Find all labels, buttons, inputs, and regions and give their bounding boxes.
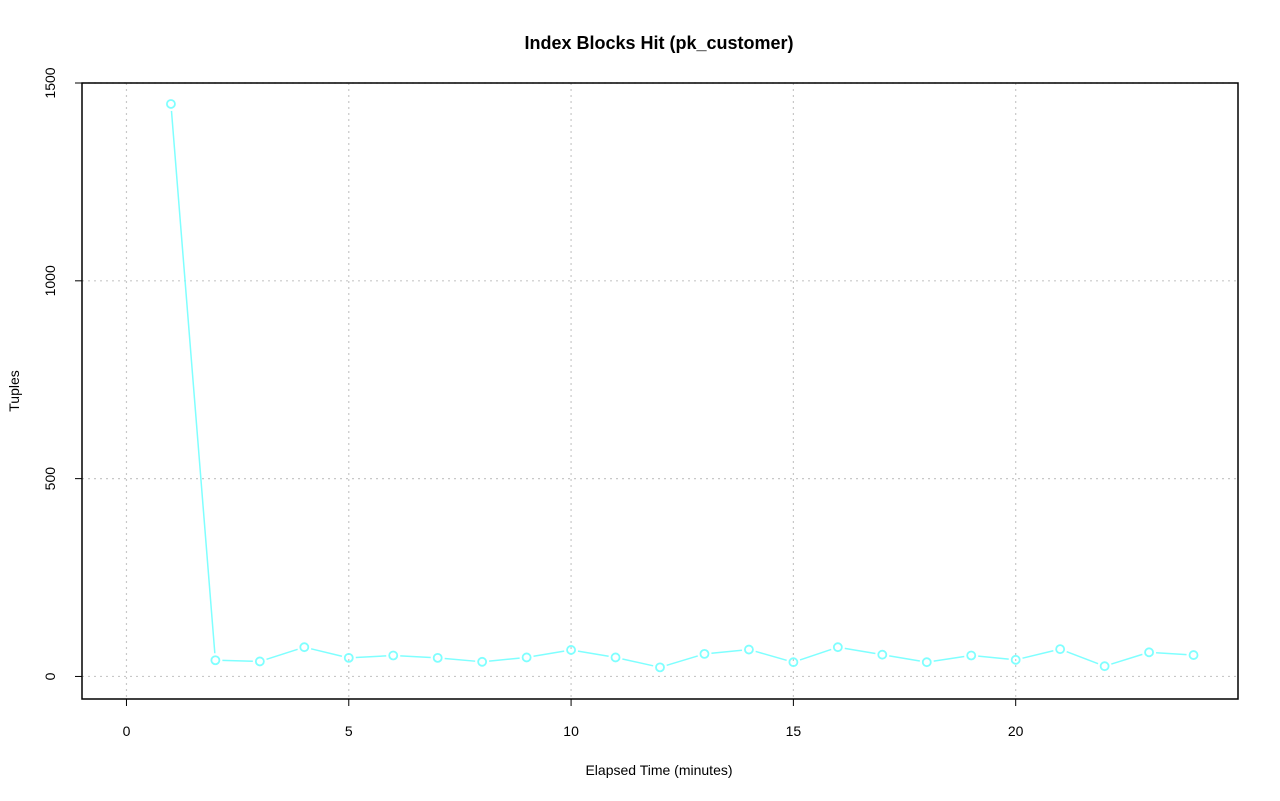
- data-point: [832, 642, 843, 653]
- data-point: [1099, 661, 1110, 672]
- series-line-segment: [799, 648, 832, 661]
- series-line-segment: [1066, 650, 1099, 665]
- series-line-segment: [622, 658, 654, 667]
- data-point: [566, 645, 576, 655]
- axes: 0 5 10 15 20 0 500 1000 1500: [42, 67, 1024, 739]
- series-line-segment: [1156, 652, 1187, 656]
- series-line-segment: [978, 655, 1009, 660]
- x-tick-label: 5: [345, 723, 353, 739]
- series-line-segment: [711, 649, 743, 654]
- data-point: [921, 657, 932, 668]
- series-line-segment: [1111, 653, 1143, 665]
- data-point: [1144, 647, 1154, 658]
- x-tick-label: 10: [563, 723, 579, 739]
- y-tick-label: 500: [42, 467, 58, 491]
- data-point: [432, 652, 443, 663]
- y-tick-label: 1500: [42, 67, 58, 98]
- series-line-segment: [266, 648, 298, 660]
- series-line-segment: [889, 655, 920, 662]
- grid-lines: [82, 82, 1238, 699]
- y-tick-label: 1000: [42, 265, 58, 296]
- data-point: [788, 657, 799, 668]
- series-line-segment: [444, 657, 476, 662]
- series-layer: [166, 99, 1199, 673]
- data-point: [254, 656, 265, 667]
- data-point: [477, 656, 488, 667]
- chart-title: Index Blocks Hit (pk_customer): [524, 33, 793, 53]
- data-point: [166, 99, 176, 109]
- series-line-segment: [844, 647, 876, 655]
- data-point: [299, 642, 310, 653]
- data-point: [744, 644, 754, 655]
- y-tick-label: 0: [42, 672, 58, 680]
- series-line-segment: [170, 110, 216, 654]
- x-tick-label: 20: [1008, 723, 1024, 739]
- data-point: [610, 652, 621, 663]
- x-axis-label: Elapsed Time (minutes): [585, 762, 732, 778]
- series-line-segment: [400, 655, 431, 659]
- series-line-segment: [1022, 650, 1054, 659]
- data-point: [343, 652, 354, 663]
- series-line-segment: [355, 655, 387, 659]
- data-point: [877, 649, 888, 660]
- data-point: [1055, 644, 1066, 655]
- series-line-segment: [933, 655, 965, 662]
- data-point: [966, 650, 977, 661]
- series-line-segment: [577, 650, 609, 658]
- x-tick-label: 15: [786, 723, 802, 739]
- data-point: [1188, 650, 1199, 660]
- data-point: [1010, 654, 1021, 665]
- series-line-segment: [755, 650, 787, 662]
- series-line-segment: [533, 650, 565, 658]
- series-line-segment: [310, 648, 343, 657]
- data-point: [521, 652, 532, 663]
- y-axis-label: Tuples: [6, 370, 22, 412]
- series-line-segment: [489, 657, 520, 662]
- data-point: [388, 650, 399, 661]
- x-tick-label: 0: [123, 723, 131, 739]
- data-point: [699, 648, 710, 659]
- series-line-segment: [222, 659, 253, 662]
- series-line-segment: [666, 655, 698, 667]
- data-point: [655, 662, 665, 673]
- plot-frame: [81, 82, 1239, 700]
- data-point: [210, 655, 221, 666]
